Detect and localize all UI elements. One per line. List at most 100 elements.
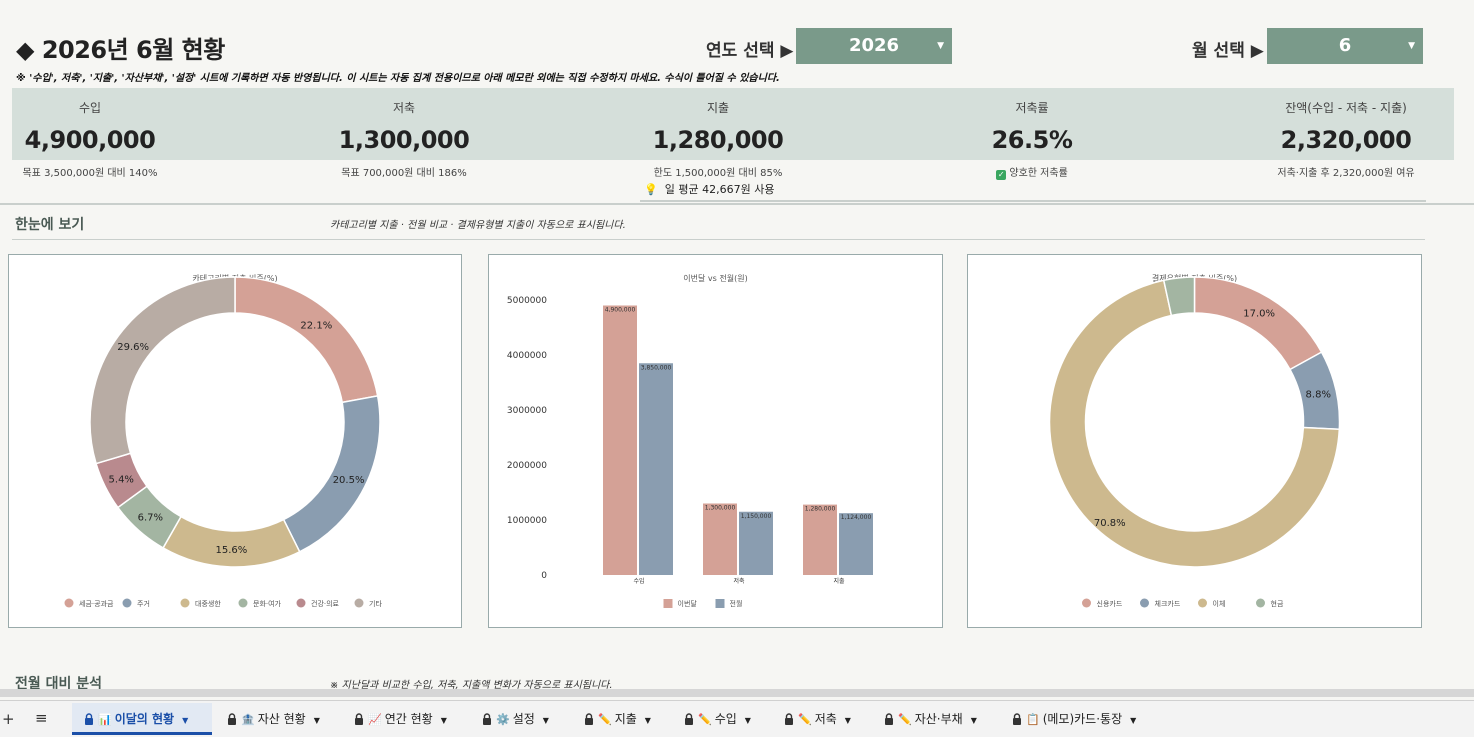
kpi-sub: 저축·지출 후 2,320,000원 여유	[1277, 168, 1415, 179]
tab-label: 지출	[614, 712, 637, 726]
legend-label: 전월	[730, 599, 743, 608]
bar-value-label: 3,850,000	[641, 364, 672, 371]
chevron-down-icon[interactable]: ▼	[970, 716, 977, 725]
legend-swatch	[1256, 598, 1265, 608]
slice-label: 17.0%	[1243, 309, 1275, 320]
x-tick-label: 저축	[733, 577, 745, 585]
x-tick-label: 지출	[833, 577, 845, 585]
legend-label: 기타	[369, 599, 382, 608]
kpi-band	[12, 88, 1454, 160]
pie-slice	[1193, 276, 1323, 371]
category-pie-chart[interactable]: 카테고리별 지출 비중(%)22.1%20.5%15.6%6.7%5.4%29.…	[8, 254, 462, 628]
slice-label: 15.6%	[216, 545, 248, 556]
kpi-label: 저축	[392, 101, 416, 115]
sheet-tab[interactable]: ✏️ 지출 ▼	[572, 703, 670, 735]
tab-icon: ✏️	[898, 713, 912, 726]
tab-icon: ✏️	[698, 713, 712, 726]
legend-label: 건강·의료	[311, 599, 340, 608]
sheet-tab[interactable]: ✏️ 수입 ▼	[672, 703, 770, 735]
slice-label: 8.8%	[1306, 390, 1331, 401]
month-dropdown[interactable]: 6 ▼	[1267, 28, 1423, 64]
sheet-tab[interactable]: 📈 연간 현황 ▼	[342, 703, 467, 735]
chevron-down-icon[interactable]: ▼	[440, 716, 447, 725]
sheet-tab[interactable]: 📋 (메모)카드·통장 ▼	[1000, 703, 1150, 735]
category-pie-svg: 카테고리별 지출 비중(%)22.1%20.5%15.6%6.7%5.4%29.…	[64, 273, 382, 608]
kpi-sub: 양호한 저축률	[1009, 168, 1068, 179]
kpi-value: 1,280,000	[652, 126, 784, 154]
tab-label: (메모)카드·통장	[1042, 712, 1123, 726]
pie-slice	[1162, 276, 1196, 317]
legend-swatch	[296, 598, 306, 608]
legend-swatch	[354, 598, 364, 608]
sheet-tab[interactable]: 📊 이달의 현황 ▼	[72, 703, 212, 735]
y-tick-label: 3000000	[507, 406, 547, 416]
chart-title: 이번달 vs 전월(원)	[683, 273, 747, 283]
kpi-label: 저축률	[1015, 101, 1049, 115]
kpi-sub: 한도 1,500,000원 대비 85%	[653, 168, 783, 179]
horizontal-scrollbar[interactable]	[0, 689, 1474, 697]
chevron-down-icon[interactable]: ▼	[182, 716, 189, 725]
all-sheets-menu-icon[interactable]: ≡	[35, 709, 48, 727]
bar-value-label: 4,900,000	[605, 307, 636, 314]
legend-swatch	[1140, 598, 1149, 608]
chevron-down-icon[interactable]: ▼	[744, 716, 751, 725]
chevron-down-icon[interactable]: ▼	[1130, 716, 1137, 725]
bar-value-label: 1,300,000	[705, 505, 736, 512]
legend-swatch	[1082, 598, 1091, 608]
legend-label: 이체	[1213, 599, 1226, 608]
slice-label: 5.4%	[109, 474, 134, 485]
sheet-tab[interactable]: ⚙️ 설정 ▼	[470, 703, 570, 735]
lock-icon	[884, 705, 894, 725]
chevron-down-icon[interactable]: ▼	[313, 716, 320, 725]
lock-icon	[84, 705, 94, 725]
divider	[0, 203, 1474, 205]
tab-icon: 🏦	[241, 713, 255, 726]
pie-slice	[1048, 279, 1341, 568]
instruction-note: ※ '수입', 저축', '지출', '자산부채', '설정' 시트에 기록하면…	[16, 73, 780, 84]
overview-note: 카테고리별 지출 · 전월 비교 · 결제유형별 지출이 자동으로 표시됩니다.	[330, 220, 626, 231]
kpi-sub: 목표 3,500,000원 대비 140%	[22, 168, 158, 179]
legend-swatch	[180, 598, 190, 608]
legend-label: 체크카드	[1155, 599, 1181, 608]
sheet-tab[interactable]: ✏️ 저축 ▼	[772, 703, 870, 735]
tab-label: 저축	[814, 712, 837, 726]
lightbulb-icon: 💡	[644, 183, 658, 196]
lock-icon	[482, 705, 492, 725]
add-sheet-icon[interactable]: +	[2, 710, 15, 728]
comparison-title: 전월 대비 분석	[15, 676, 103, 692]
year-dropdown[interactable]: 2026 ▼	[796, 28, 952, 64]
kpi-savings: 저축 1,300,000	[284, 99, 524, 154]
pie-slice	[162, 515, 301, 568]
overview-title: 한눈에 보기	[15, 217, 85, 233]
month-compare-bar-chart[interactable]: 이번달 vs 전월(원) 0 1000000 2000000 3000000 400000…	[488, 254, 943, 628]
lock-icon	[784, 705, 794, 725]
kpi-label: 잔액(수입 - 저축 - 지출)	[1285, 101, 1407, 115]
chevron-down-icon[interactable]: ▼	[542, 716, 549, 725]
slice-label: 6.7%	[138, 513, 163, 524]
y-tick-label: 1000000	[507, 516, 547, 526]
sheet-tab-bar: + ≡ 📊 이달의 현황 ▼ 🏦 자산 현황 ▼ 📈 연간 현황 ▼ ⚙️ 설정 ▼ ✏️ 지출 ▼ ✏️ 수입…	[0, 700, 1474, 737]
tab-label: 설정	[512, 712, 535, 726]
kpi-value: 1,300,000	[338, 126, 470, 154]
chevron-down-icon[interactable]: ▼	[844, 716, 851, 725]
y-tick-label: 5000000	[507, 296, 547, 306]
kpi-expense: 지출 1,280,000	[598, 99, 838, 154]
sheet-tab[interactable]: ✏️ 자산·부채 ▼	[872, 703, 997, 735]
legend-swatch	[122, 598, 132, 608]
bar	[839, 513, 873, 575]
legend-swatch	[715, 599, 725, 608]
pie-slice	[234, 276, 379, 404]
legend-swatch	[238, 598, 248, 608]
tab-label: 자산 현황	[257, 712, 306, 726]
tab-icon: ✏️	[798, 713, 812, 726]
kpi-balance: 잔액(수입 - 저축 - 지출) 2,320,000	[1226, 99, 1466, 154]
kpi-value: 26.5%	[991, 126, 1073, 154]
chevron-down-icon: ▼	[1408, 41, 1415, 51]
chevron-down-icon[interactable]: ▼	[644, 716, 651, 725]
legend-swatch	[663, 599, 673, 608]
sheet-tab[interactable]: 🏦 자산 현황 ▼	[215, 703, 340, 735]
legend-label: 대중생한	[195, 599, 221, 608]
slice-label: 22.1%	[300, 320, 332, 331]
tab-label: 이달의 현황	[114, 712, 175, 726]
